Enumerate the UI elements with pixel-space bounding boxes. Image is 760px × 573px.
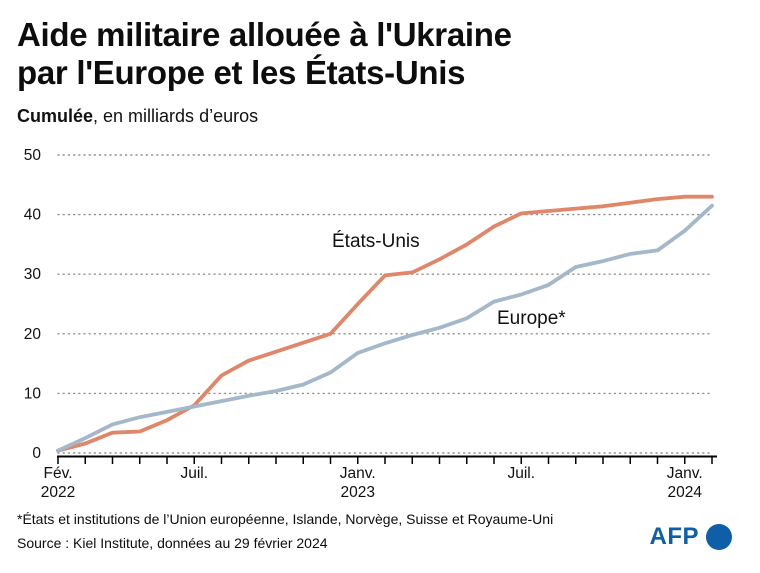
series-label-etats-unis: États-Unis <box>332 231 420 252</box>
afp-logo: AFP <box>649 523 732 551</box>
x-tick-label: Juil. <box>507 465 535 482</box>
footnote-text: *États et institutions de l’Union europé… <box>17 511 554 527</box>
chart-subtitle-rest: , en milliards d’euros <box>93 105 259 126</box>
y-axis-labels: 0 10 20 30 40 50 <box>24 147 42 462</box>
chart-title-line1: Aide militaire allouée à l'Ukraine <box>17 16 512 53</box>
x-tick-year-label: 2023 <box>341 484 375 501</box>
y-tick-label: 10 <box>24 385 42 402</box>
afp-logo-circle-icon <box>706 524 732 550</box>
series-lines <box>56 194 714 453</box>
x-tick-label: Janv. <box>340 465 376 482</box>
chart-footer: *États et institutions de l’Union europé… <box>17 511 553 551</box>
gridlines <box>57 154 713 454</box>
chart-title-line2: par l'Europe et les États-Unis <box>17 54 466 92</box>
series-line-etats-unis <box>56 194 714 453</box>
y-tick-label: 50 <box>24 147 42 164</box>
x-tick-year-label: 2022 <box>41 484 75 501</box>
line-chart: 0 10 20 30 40 50 Fév. 2022 Juil. Janv. 2023 Juil. J… <box>24 147 717 501</box>
x-tick-label: Janv. <box>667 465 703 482</box>
source-text: Source : Kiel Institute, données au 29 f… <box>17 535 328 551</box>
y-tick-label: 0 <box>32 445 41 462</box>
x-tick-year-label: 2024 <box>668 484 703 501</box>
x-axis-ticks <box>57 457 713 464</box>
y-tick-label: 30 <box>24 266 42 283</box>
series-label-europe: Europe* <box>497 308 566 329</box>
x-tick-label: Fév. <box>44 465 73 482</box>
chart-subtitle-bold: Cumulée <box>17 105 94 126</box>
chart-header: Aide militaire allouée à l'Ukraine par l… <box>17 16 744 127</box>
x-tick-label: Juil. <box>180 465 208 482</box>
chart-subtitle: Cumulée, en milliards d’euros <box>17 106 744 127</box>
x-axis-labels: Fév. 2022 Juil. Janv. 2023 Juil. Janv. 2024 <box>41 465 703 501</box>
series-line-europe <box>56 203 714 453</box>
y-tick-label: 40 <box>24 207 42 224</box>
afp-logo-text: AFP <box>649 523 699 550</box>
y-tick-label: 20 <box>24 326 42 343</box>
